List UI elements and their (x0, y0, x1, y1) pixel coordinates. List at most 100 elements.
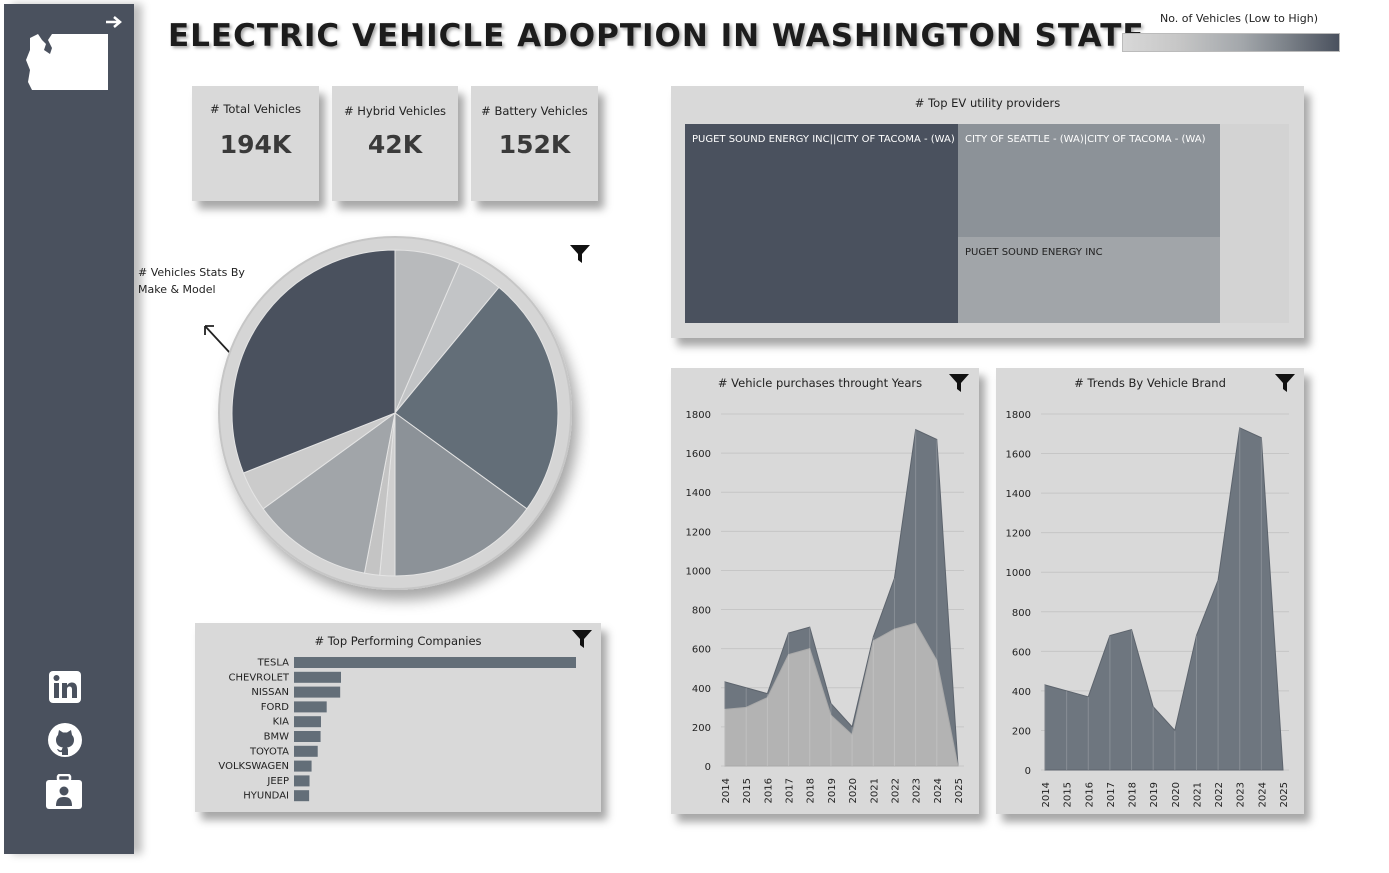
bar-kia[interactable] (294, 716, 321, 728)
top-companies-panel: # Top Performing Companies TESLA CHEVROLE… (195, 623, 601, 812)
bar-tesla[interactable] (294, 657, 576, 668)
x-tick-label: 2017 (785, 778, 796, 803)
pie-chart (218, 236, 572, 590)
treemap-cell-label: PUGET SOUND ENERGY INC (965, 247, 1103, 258)
kpi-label: # Battery Vehicles (481, 104, 588, 118)
y-tick-label: 1200 (686, 527, 711, 538)
kpi-battery-vehicles: # Battery Vehicles 152K (471, 86, 598, 201)
bar-nissan[interactable] (294, 686, 341, 698)
bar-jeep[interactable] (294, 775, 310, 787)
y-tick-label: 0 (705, 762, 711, 773)
y-tick-label: 600 (1012, 647, 1031, 658)
bar-label: BMW (264, 732, 289, 743)
y-tick-label: 200 (692, 723, 711, 734)
bar-label: TESLA (257, 658, 290, 669)
area-series-brand[interactable] (1044, 427, 1284, 771)
x-tick-label: 2022 (1214, 782, 1225, 807)
bar-chart: TESLA CHEVROLET NISSAN FORD KIA BMW TOYOTA VOLK… (218, 657, 576, 802)
panel-title: # Trends By Vehicle Brand (1074, 376, 1226, 390)
y-tick-label: 1200 (1006, 529, 1031, 540)
kpi-value: 194K (219, 130, 292, 159)
x-tick-label: 2025 (1279, 782, 1290, 807)
treemap-cell-label: PUGET SOUND ENERGY INC||CITY OF TACOMA -… (692, 134, 955, 145)
y-tick-label: 1600 (686, 449, 711, 460)
x-tick-label: 2018 (806, 778, 817, 803)
pie-title-line2: Make & Model (138, 283, 216, 296)
y-tick-label: 1800 (686, 410, 711, 421)
panel-title: # Vehicle purchases throught Years (717, 376, 923, 390)
kpi-label: # Total Vehicles (210, 102, 301, 116)
bar-hyundai[interactable] (294, 790, 310, 802)
x-tick-label: 2019 (1149, 782, 1160, 807)
pie-title: # Vehicles Stats By Make & Model (138, 264, 245, 298)
kpi-hybrid-vehicles: # Hybrid Vehicles 42K (332, 86, 458, 201)
y-tick-label: 600 (692, 645, 711, 656)
x-tick-label: 2024 (1257, 782, 1268, 807)
bar-bmw[interactable] (294, 731, 321, 742)
y-tick-label: 200 (1012, 726, 1031, 737)
arrow-right-icon[interactable] (104, 14, 124, 30)
pie-slice-9[interactable] (231, 249, 396, 474)
filter-icon[interactable] (571, 628, 593, 650)
linkedin-icon[interactable] (48, 670, 82, 704)
x-tick-label: 2020 (848, 778, 859, 803)
bar-label: FORD (261, 702, 290, 713)
kpi-value: 152K (498, 130, 571, 159)
purchases-panel: # Vehicle purchases throught Years 0 200 4… (671, 368, 979, 814)
bar-label: KIA (273, 717, 290, 728)
treemap-cell-1[interactable]: PUGET SOUND ENERGY INC||CITY OF TACOMA -… (685, 124, 958, 323)
y-tick-label: 800 (692, 606, 711, 617)
x-tick-label: 2020 (1171, 782, 1182, 807)
y-tick-label: 0 (1025, 766, 1031, 777)
treemap-cell-label: CITY OF SEATTLE - (WA)|CITY OF TACOMA - … (965, 134, 1206, 145)
bar-ford[interactable] (294, 701, 327, 713)
dashboard-title: ELECTRIC VEHICLE ADOPTION IN WASHINGTON … (168, 18, 1145, 54)
color-legend-gradient (1122, 33, 1340, 52)
y-tick-label: 1600 (1006, 450, 1031, 461)
pie-arrow-icon (204, 325, 231, 354)
portfolio-icon[interactable] (45, 774, 83, 810)
purchases-area-chart: 0 200 400 600 800 1000 1200 1400 1600 1800 2014 201… (686, 410, 965, 803)
x-tick-label: 2021 (869, 778, 880, 803)
x-tick-label: 2022 (890, 778, 901, 803)
treemap-panel: # Top EV utility providers PUGET SOUND E… (671, 86, 1304, 338)
bar-label: NISSAN (251, 687, 289, 698)
bar-volkswagen[interactable] (294, 760, 312, 772)
filter-icon[interactable] (1274, 372, 1296, 394)
panel-title: # Top EV utility providers (914, 96, 1061, 110)
x-tick-label: 2015 (742, 778, 753, 803)
y-tick-label: 1000 (1006, 568, 1031, 579)
x-tick-label: 2016 (1084, 782, 1095, 807)
brand-area-chart: 0 200 400 600 800 1000 1200 1400 1600 1800 2014 201… (1006, 410, 1290, 807)
x-tick-label: 2024 (933, 778, 944, 803)
kpi-value: 42K (367, 130, 423, 159)
pie-slices (231, 249, 559, 577)
bar-toyota[interactable] (294, 745, 318, 757)
y-tick-label: 400 (1012, 687, 1031, 698)
washington-map-icon (26, 34, 108, 90)
treemap-cell-3[interactable]: PUGET SOUND ENERGY INC (958, 237, 1220, 323)
pie-slice-4[interactable] (394, 412, 528, 577)
y-tick-label: 1000 (686, 566, 711, 577)
bar-label: VOLKSWAGEN (218, 761, 289, 772)
filter-icon[interactable] (569, 243, 591, 265)
area-series-hybrid[interactable] (724, 622, 959, 767)
kpi-label: # Hybrid Vehicles (343, 104, 447, 118)
kpi-total-vehicles: # Total Vehicles 194K (192, 86, 319, 201)
x-tick-label: 2023 (1236, 782, 1247, 807)
panel-title: # Top Performing Companies (314, 634, 482, 648)
y-tick-label: 1800 (1006, 410, 1031, 421)
x-tick-label: 2018 (1128, 782, 1139, 807)
github-icon[interactable] (47, 722, 83, 758)
x-tick-label: 2023 (912, 778, 923, 803)
x-tick-label: 2014 (1041, 782, 1052, 807)
pie-slice-7[interactable] (262, 411, 396, 574)
treemap-cell-2[interactable]: CITY OF SEATTLE - (WA)|CITY OF TACOMA - … (958, 124, 1220, 237)
pie-slice-3[interactable] (394, 286, 559, 510)
x-tick-label: 2021 (1192, 782, 1203, 807)
treemap-cell-4[interactable] (1220, 124, 1289, 323)
bar-label: TOYOTA (249, 746, 289, 757)
x-tick-label: 2014 (721, 778, 732, 803)
bar-chevrolet[interactable] (294, 671, 341, 683)
filter-icon[interactable] (948, 372, 970, 394)
